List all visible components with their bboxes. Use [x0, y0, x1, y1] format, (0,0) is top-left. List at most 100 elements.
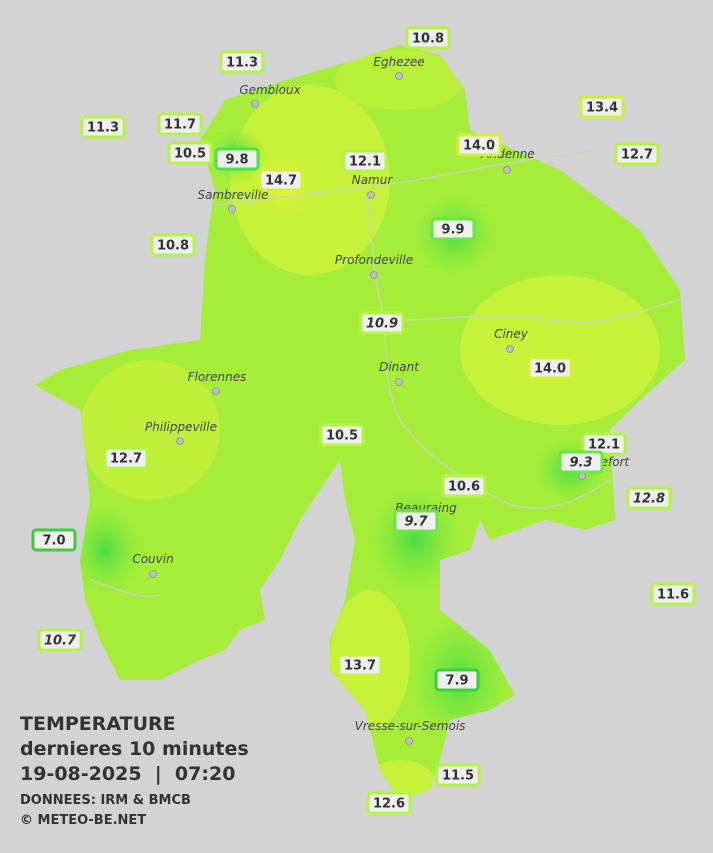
station-box: [527, 356, 573, 380]
station: 9.8: [214, 147, 260, 171]
station-value: 9.8: [225, 153, 248, 168]
station: 10.6: [441, 474, 487, 498]
station-value: 11.3: [226, 56, 258, 71]
station: 14.0: [527, 356, 573, 380]
station-box: [558, 450, 604, 474]
town-dot: [251, 100, 259, 108]
cool-zone: [365, 480, 465, 600]
station-box: [359, 311, 405, 335]
town-name: Profondeville: [335, 253, 413, 267]
station-box: [167, 141, 213, 165]
town-name: Couvin: [132, 552, 173, 566]
station-value: 10.7: [44, 634, 77, 649]
town-name: Gembloux: [239, 83, 301, 97]
station-value: 11.7: [164, 118, 196, 133]
station-box: [157, 112, 203, 136]
station: 12.7: [103, 446, 149, 470]
station-value: 12.8: [633, 492, 665, 507]
station: 11.3: [219, 50, 265, 74]
station: 12.7: [614, 142, 660, 166]
town-dot: [367, 191, 375, 199]
station-box: [441, 474, 487, 498]
station: 14.0: [456, 133, 502, 157]
town-dot: [228, 205, 236, 213]
station-value: 10.8: [157, 239, 189, 254]
station-value: 12.7: [110, 452, 142, 467]
towns: EghezeeGemblouxAndenneNamurSambrevillePr…: [132, 55, 631, 745]
town-name: Philippeville: [145, 420, 217, 434]
station: 11.6: [650, 582, 696, 606]
town-dot: [503, 166, 511, 174]
station: 12.1: [581, 432, 627, 456]
station: 10.5: [167, 141, 213, 165]
station-box: [581, 432, 627, 456]
town-name: Vresse-sur-Semois: [355, 719, 466, 733]
legend-credit: © METEO-BE.NET: [20, 813, 146, 828]
station-value: 7.0: [42, 534, 65, 549]
station-box: [342, 149, 388, 173]
station-value: 9.9: [441, 223, 464, 238]
station-box: [337, 653, 383, 677]
station: 13.7: [337, 653, 383, 677]
town-dot: [395, 378, 403, 386]
river: [214, 149, 601, 206]
station-box: [31, 528, 77, 552]
station-box: [214, 147, 260, 171]
station: 10.7: [37, 628, 83, 652]
town-dot: [506, 345, 514, 353]
station: 10.5: [319, 423, 365, 447]
station-value: 10.6: [448, 480, 480, 495]
station-value: 11.5: [442, 769, 474, 784]
town-name: Florennes: [188, 370, 247, 384]
station: 9.9: [430, 217, 476, 241]
station-value: 10.9: [366, 317, 398, 332]
town-dot: [578, 472, 586, 480]
town-dot: [176, 437, 184, 445]
station: 14.7: [258, 168, 304, 192]
station: 9.7: [393, 509, 439, 533]
station-box: [393, 509, 439, 533]
station: 12.8: [626, 486, 672, 510]
town-name: Eghezee: [373, 55, 424, 69]
town-name: Sambreville: [197, 188, 268, 202]
station-value: 10.5: [174, 147, 206, 162]
station-value: 13.4: [586, 101, 618, 116]
legend-subtitle: dernieres 10 minutes: [20, 738, 249, 760]
station-value: 12.1: [588, 438, 620, 453]
station-box: [150, 233, 196, 257]
station-box: [456, 133, 502, 157]
station-box: [435, 763, 481, 787]
town-dot: [395, 72, 403, 80]
town-dot: [405, 737, 413, 745]
river: [89, 579, 161, 598]
town-dot: [370, 271, 378, 279]
station-value: 14.7: [265, 174, 297, 189]
legend-title: TEMPERATURE: [20, 713, 176, 735]
station: 7.9: [434, 668, 480, 692]
station-value: 11.3: [87, 121, 119, 136]
station-box: [258, 168, 304, 192]
town-name: Namur: [352, 173, 394, 187]
station-box: [366, 791, 412, 815]
station: 11.5: [435, 763, 481, 787]
town-name: Dinant: [379, 360, 420, 374]
station-box: [219, 50, 265, 74]
station: 10.8: [150, 233, 196, 257]
station-box: [405, 26, 451, 50]
station-value: 11.6: [657, 588, 689, 603]
station: 11.7: [157, 112, 203, 136]
station-value: 12.1: [349, 155, 381, 170]
legend: TEMPERATURE dernieres 10 minutes 19-08-2…: [20, 713, 249, 828]
rivers: [89, 149, 681, 598]
station-value: 10.5: [326, 429, 358, 444]
river: [399, 299, 681, 324]
station-box: [579, 95, 625, 119]
station-value: 12.7: [621, 148, 653, 163]
town-dot: [149, 570, 157, 578]
station-box: [614, 142, 660, 166]
station-box: [37, 628, 83, 652]
station-box: [434, 668, 480, 692]
station-value: 9.7: [404, 515, 428, 530]
